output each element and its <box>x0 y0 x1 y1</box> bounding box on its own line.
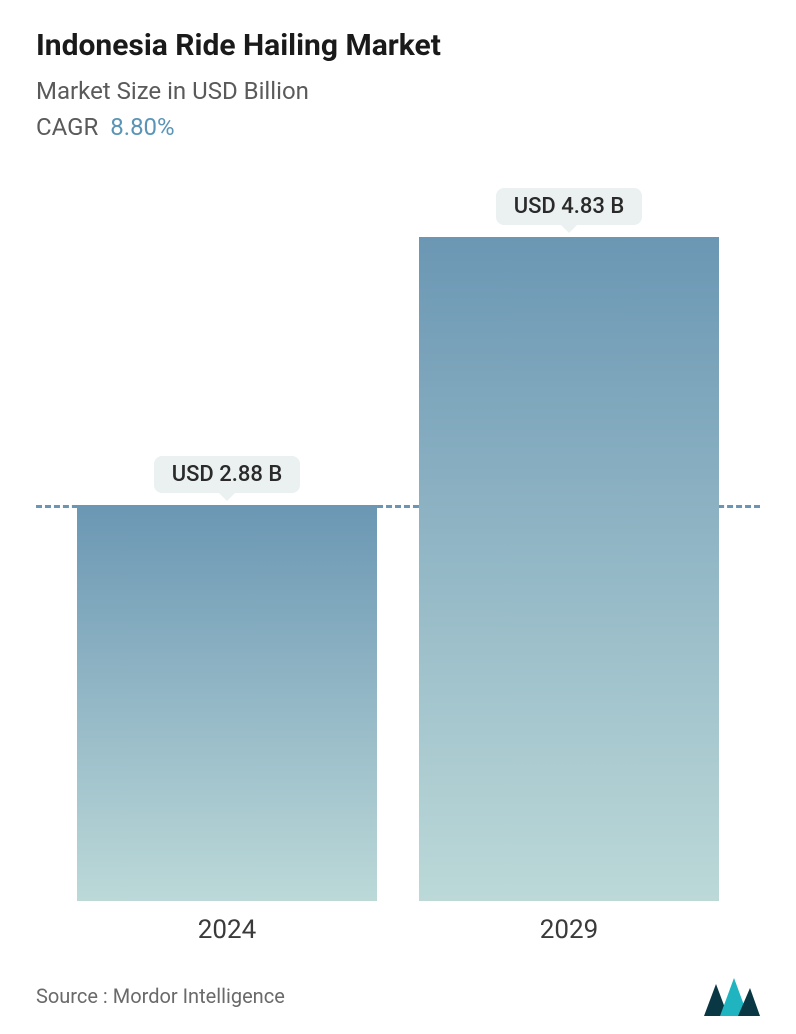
bar-slot: USD 2.88 B <box>77 181 378 901</box>
chart-title: Indonesia Ride Hailing Market <box>36 28 760 63</box>
bar <box>77 505 378 901</box>
x-axis-label: 2024 <box>77 915 378 945</box>
bar-slot: USD 4.83 B <box>419 181 720 901</box>
value-label: USD 2.88 B <box>154 456 301 493</box>
brand-logo-icon <box>704 976 760 1016</box>
chart-subtitle: Market Size in USD Billion <box>36 77 760 105</box>
bar <box>419 237 720 901</box>
cagr-line: CAGR 8.80% <box>36 113 760 141</box>
x-axis-labels: 2024 2029 <box>36 901 760 945</box>
x-axis-label: 2029 <box>419 915 720 945</box>
source-text: Source : Mordor Intelligence <box>36 984 285 1008</box>
value-label: USD 4.83 B <box>496 188 643 225</box>
cagr-value: 8.80% <box>110 113 174 141</box>
bars-group: USD 2.88 B USD 4.83 B <box>36 181 760 901</box>
chart-footer: Source : Mordor Intelligence <box>36 968 760 1034</box>
cagr-label: CAGR <box>36 113 98 141</box>
plot-region: USD 2.88 B USD 4.83 B <box>36 181 760 901</box>
chart-container: Indonesia Ride Hailing Market Market Siz… <box>0 0 796 1034</box>
chart-area: USD 2.88 B USD 4.83 B 2024 2029 <box>36 181 760 958</box>
